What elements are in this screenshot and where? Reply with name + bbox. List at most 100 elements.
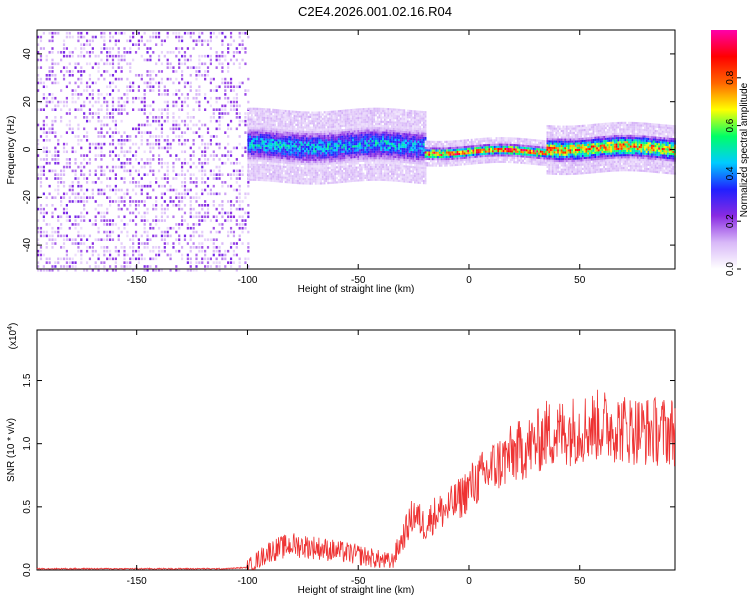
spectrogram-cell: [318, 117, 321, 121]
spectrogram-cell: [357, 179, 360, 182]
spectrogram-cell: [270, 162, 273, 165]
spectrogram-cell: [218, 158, 221, 161]
spectrogram-cell: [183, 138, 187, 142]
spectrogram-cell: [100, 215, 103, 219]
spectrogram-cell: [378, 131, 381, 134]
spectrogram-cell: [166, 226, 169, 230]
spectrogram-cell: [175, 47, 178, 50]
spectrogram-cell: [359, 116, 361, 120]
spectrogram-cell: [394, 177, 397, 180]
spectrogram-cell: [282, 144, 285, 147]
spectrogram-cell: [348, 128, 351, 131]
spectrogram-cell: [279, 115, 282, 119]
spectrogram-cell: [235, 219, 238, 222]
spectrogram-cell: [346, 167, 349, 170]
spectrogram-cell: [155, 62, 158, 66]
spectrogram-cell: [117, 203, 120, 207]
spectrogram-cell: [157, 154, 161, 157]
spectrogram-cell: [281, 111, 283, 114]
spectrogram-cell: [201, 123, 204, 127]
spectrogram-cell: [344, 158, 347, 162]
spectrogram-cell: [175, 203, 178, 207]
spectrogram-cell: [266, 112, 269, 115]
spectrogram-cell: [392, 164, 395, 167]
spectrogram-cell: [334, 123, 337, 126]
spectrogram-cell: [378, 142, 381, 145]
spectrogram-cell: [344, 154, 347, 157]
spectrogram-cell: [353, 136, 356, 139]
spectrogram-cell: [235, 188, 238, 192]
spectrogram-cell: [288, 140, 291, 143]
spectrogram-cell: [357, 112, 360, 115]
spectrogram-cell: [215, 249, 218, 253]
spectrogram-cell: [375, 154, 377, 158]
spectrogram-cell: [298, 179, 301, 183]
spectrogram-cell: [293, 151, 296, 154]
spectrogram-cell: [134, 215, 138, 219]
spectrogram-cell: [244, 47, 247, 50]
spectrogram-cell: [100, 211, 103, 215]
spectrogram-cell: [311, 158, 314, 162]
spectrogram-cell: [295, 164, 298, 167]
spectrogram-cell: [353, 147, 356, 150]
spectrogram-cell: [62, 73, 66, 77]
spectrogram-cell: [258, 116, 260, 119]
spectrogram-cell: [256, 135, 259, 138]
spectrogram-cell: [94, 265, 97, 268]
spectrogram-cell: [103, 192, 106, 196]
spectrogram-cell: [367, 112, 370, 115]
spectrogram-cell: [97, 77, 100, 81]
spectrogram-cell: [123, 200, 126, 203]
spectrogram-cell: [383, 144, 386, 147]
spectrogram-cell: [284, 157, 287, 160]
spectrogram-cell: [355, 149, 358, 152]
spectrogram-cell: [318, 139, 321, 142]
spectrogram-cell: [172, 119, 175, 123]
spectrogram-cell: [268, 112, 271, 115]
spectrogram-cell: [314, 135, 317, 138]
spectrogram-cell: [241, 200, 244, 203]
spectrogram-cell: [297, 151, 299, 155]
spectrogram-cell: [286, 127, 289, 130]
spectrogram-cell: [302, 137, 305, 140]
spectrogram-cell: [259, 122, 262, 126]
spectrogram-cell: [307, 158, 310, 161]
spectrogram-cell: [300, 145, 303, 148]
spectrogram-cell: [343, 165, 345, 168]
spectrogram-cell: [126, 39, 129, 43]
spectrogram-cell: [270, 112, 273, 116]
spectrogram-cell: [261, 178, 264, 182]
spectrogram-cell: [307, 120, 310, 123]
spectrogram-cell: [249, 178, 252, 181]
spectrogram-cell: [339, 125, 342, 128]
spectrogram-cell: [387, 133, 390, 137]
spectrogram-cell: [336, 149, 338, 152]
spectrogram-cell: [348, 169, 351, 172]
spectrogram-cell: [111, 238, 115, 242]
spectrogram-cell: [62, 211, 66, 215]
spectrogram-cell: [155, 138, 158, 142]
spectrogram-cell: [311, 180, 314, 183]
spectrogram-cell: [252, 137, 255, 141]
spectrogram-cell: [247, 118, 250, 121]
spectrogram-cell: [186, 161, 189, 165]
spectrogram-cell: [382, 109, 384, 113]
spectrogram-cell: [352, 132, 354, 135]
spectrogram-cell: [111, 269, 115, 272]
spectrogram-cell: [316, 115, 319, 118]
spectrogram-cell: [189, 146, 192, 150]
spectrogram-cell: [289, 131, 292, 135]
spectrogram-cell: [160, 77, 164, 81]
spectrogram-cell: [352, 117, 354, 120]
spectrogram-cell: [221, 43, 224, 46]
spectrogram-cell: [160, 81, 164, 85]
spectrogram-cell: [268, 121, 271, 124]
spectrogram-cell: [362, 179, 365, 182]
spectrogram-cell: [57, 158, 60, 161]
spectrogram-cell: [238, 203, 241, 207]
spectrogram-cell: [392, 125, 395, 128]
spectrogram-cell: [252, 161, 255, 164]
spectrogram-cell: [166, 112, 169, 115]
spectrogram-cell: [359, 136, 361, 139]
spectrogram-cell: [274, 111, 276, 114]
